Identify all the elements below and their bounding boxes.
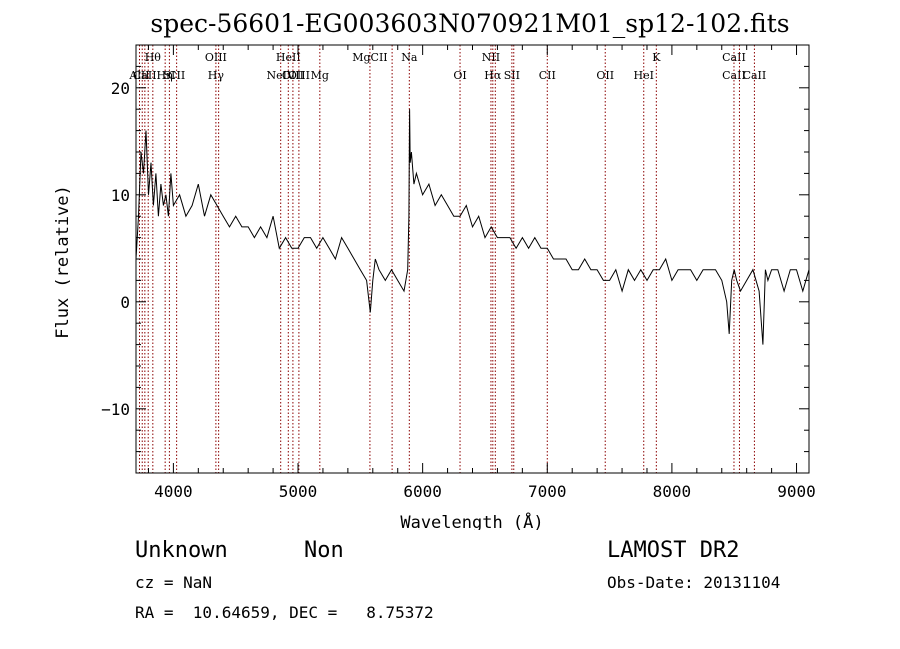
spectrum-line bbox=[135, 109, 810, 345]
x-tick-label: 7000 bbox=[528, 482, 567, 501]
line-marker-top-label: Na bbox=[401, 51, 418, 64]
line-marker-bottom-label: CaIIHη bbox=[133, 69, 173, 82]
y-tick-label: 0 bbox=[120, 293, 130, 312]
line-marker-top-label: CaII bbox=[722, 51, 746, 64]
chart-title: spec-56601-EG003603N070921M01_sp12-102.f… bbox=[150, 9, 789, 38]
line-marker-bottom-label: OIII bbox=[282, 69, 304, 82]
line-marker-top-label: K bbox=[652, 51, 661, 64]
line-marker-bottom-label: HeI bbox=[634, 69, 654, 82]
x-tick-label: 9000 bbox=[777, 482, 816, 501]
x-tick-label: 8000 bbox=[653, 482, 692, 501]
object-subclass: Non bbox=[304, 538, 344, 563]
line-marker-bottom-label: OIII bbox=[288, 69, 310, 82]
x-tick-label: 6000 bbox=[403, 482, 442, 501]
line-marker-bottom-label: OI bbox=[453, 69, 466, 82]
x-axis-label: Wavelength (Å) bbox=[400, 511, 543, 530]
survey-label: LAMOST DR2 bbox=[607, 538, 740, 563]
y-tick-label: 20 bbox=[111, 79, 130, 98]
line-marker-top-label: MgCII bbox=[352, 51, 387, 64]
line-marker-bottom-label: CaII bbox=[722, 69, 746, 82]
line-marker-bottom-label: SI bbox=[163, 69, 175, 82]
spectrum-chart: spec-56601-EG003603N070921M01_sp12-102.f… bbox=[53, 9, 816, 530]
object-class: Unknown bbox=[135, 538, 228, 563]
axis-ticks: 4000 5000 6000 7000 8000 9000 −10 0 10 20 bbox=[101, 44, 816, 501]
line-marker-bottom-label: Hα bbox=[484, 69, 502, 82]
line-marker-bottom-label: CaII bbox=[743, 69, 767, 82]
line-marker-bottom-label: CII bbox=[539, 69, 556, 82]
x-tick-label: 4000 bbox=[154, 482, 193, 501]
line-marker-top-label: NII bbox=[482, 51, 500, 64]
y-tick-label: −10 bbox=[101, 400, 130, 419]
line-marker-bottom-label: NeIV bbox=[266, 69, 295, 82]
plot-frame bbox=[135, 44, 810, 474]
x-tick-label: 5000 bbox=[279, 482, 318, 501]
line-marker-bottom-label: AlII bbox=[128, 69, 149, 82]
redshift-cz: cz = NaN bbox=[135, 573, 213, 592]
observation-date: Obs-Date: 20131104 bbox=[607, 573, 781, 592]
line-marker-top-label: Hθ bbox=[145, 51, 162, 64]
line-marker-top-label: OIII bbox=[205, 51, 227, 64]
line-marker-top-label: HeII bbox=[276, 51, 301, 64]
line-marker-bottom-label: Hγ bbox=[208, 69, 225, 82]
y-axis-label: Flux (relative) bbox=[53, 185, 73, 339]
y-tick-label: 10 bbox=[111, 186, 130, 205]
line-marker-bottom-label: OII bbox=[596, 69, 614, 82]
line-marker-bottom-label: CII bbox=[168, 69, 185, 82]
ra-dec-coordinates: RA = 10.64659, DEC = 8.75372 bbox=[135, 603, 434, 622]
line-marker-bottom-label: SII bbox=[504, 69, 520, 82]
line-marker-bottom-label: Mg bbox=[311, 69, 329, 82]
